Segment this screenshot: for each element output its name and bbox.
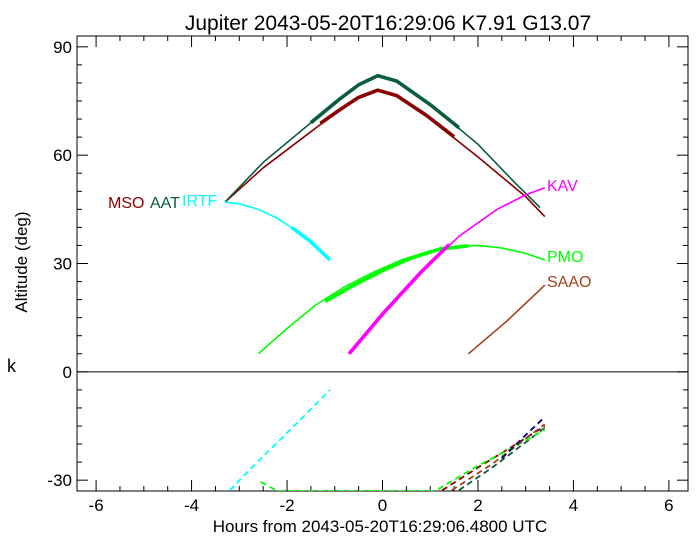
series-saao-below-horizon-line — [451, 423, 546, 491]
x-axis-label: Hours from 2043-05-20T16:29:06.4800 UTC — [213, 517, 548, 536]
series-saao-line — [467, 284, 546, 355]
y-tick-label: 90 — [53, 38, 72, 57]
x-tick-label: 2 — [473, 496, 482, 515]
label-irtf: IRTF — [182, 193, 217, 210]
series-mso-thick-segment — [319, 88, 456, 139]
y-axis-label: Altitude (deg) — [12, 211, 31, 312]
y-tick-label: 60 — [53, 146, 72, 165]
label-kav: KAV — [547, 178, 578, 195]
label-aat: AAT — [150, 195, 180, 212]
y-tick-label: -30 — [47, 471, 72, 490]
series-irtf-thick-segment — [290, 225, 332, 262]
series-mso-below-horizon-line — [441, 425, 546, 491]
x-tick-label: 6 — [664, 496, 673, 515]
x-tick-label: 0 — [378, 496, 387, 515]
x-tick-label: -6 — [89, 496, 104, 515]
series-aat-thick-segment — [309, 73, 461, 130]
label-pmo: PMO — [547, 249, 583, 266]
plot-area: -6 -4 -2 0 2 4 6 -30 0 30 60 90 MSO AAT IRTF KAV PMO SAAO — [47, 35, 689, 515]
x-tick-label: -2 — [279, 496, 294, 515]
x-tick-label: 4 — [569, 496, 578, 515]
label-mso: MSO — [108, 195, 144, 212]
chart-title: Jupiter 2043-05-20T16:29:06 K7.91 G13.07 — [185, 12, 591, 35]
label-saao: SAAO — [547, 274, 591, 291]
series-irtf-below-horizon-line — [229, 389, 331, 491]
series-kav-thick-segment — [347, 243, 451, 355]
x-tick-label: -4 — [184, 496, 199, 515]
y-tick-label: 0 — [63, 363, 72, 382]
side-label: k — [7, 356, 17, 376]
series-extra-below-horizon-line — [501, 416, 546, 460]
y-tick-label: 30 — [53, 255, 72, 274]
